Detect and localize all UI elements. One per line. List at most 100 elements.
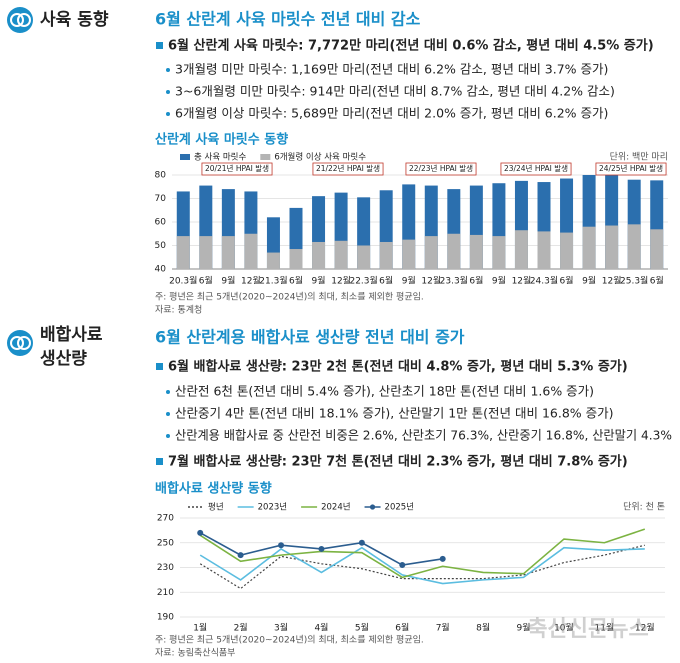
section-icon: [7, 7, 33, 33]
x-tick-label: 8월: [476, 622, 490, 634]
bar: [537, 231, 551, 269]
sub-text: 산란전 6천 톤(전년 대비 5.4% 증가), 산란초기 18만 톤(전년 대…: [175, 384, 594, 399]
bar: [402, 239, 416, 269]
sub-bullet: [166, 112, 170, 116]
line-marker: [399, 562, 406, 569]
x-tick-label: 4월: [314, 622, 328, 634]
legend-label: 2025년: [385, 502, 414, 513]
y-tick-label: 50: [155, 241, 167, 251]
x-tick-label: 9월: [402, 275, 416, 287]
x-tick-label: 6월: [650, 275, 664, 287]
x-tick-label: 25.3월: [620, 275, 648, 287]
line-marker: [197, 529, 204, 536]
section-title: 6월 산란계용 배합사료 생산량 전년 대비 증가: [155, 328, 465, 347]
legend-label: 6개월령 이상 사육 마릿수: [274, 152, 366, 163]
annotation-box: [595, 162, 667, 176]
sub-text: 산란중기 4만 톤(전년 대비 18.1% 증가), 산란말기 1만 톤(전년 …: [175, 406, 614, 421]
bullet-square: [156, 363, 163, 370]
x-tick-label: 24.3월: [530, 275, 558, 287]
bar: [650, 229, 664, 269]
legend-swatch: [180, 154, 190, 160]
sub-text: 3개월령 미만 마릿수: 1,169만 마리(전년 대비 6.2% 감소, 평년…: [175, 62, 608, 77]
section-heading: 생산량: [40, 349, 87, 369]
sub-text: 3~6개월령 미만 마릿수: 914만 마리(전년 대비 8.7% 감소, 평년…: [175, 84, 615, 99]
sub-bullet: [166, 412, 170, 416]
bar: [514, 230, 528, 269]
sub-text: 산란계용 배합사료 중 산란전 비중은 2.6%, 산란초기 76.3%, 산란…: [175, 428, 672, 443]
x-tick-label: 12월: [602, 275, 622, 287]
bar: [289, 249, 303, 269]
x-tick-label: 9월: [221, 275, 235, 287]
unit-label: 단위: 백만 마리: [610, 152, 668, 163]
y-tick-label: 80: [155, 171, 167, 181]
x-tick-label: 1월: [193, 622, 207, 634]
bar: [221, 236, 235, 269]
x-tick-label: 9월: [582, 275, 596, 287]
annotation: 24/25년 HPAI 발생: [599, 163, 663, 173]
x-tick-label: 6월: [395, 622, 409, 634]
x-tick-label: 6월: [289, 275, 303, 287]
section-heading: 배합사료: [40, 324, 103, 345]
watermark: 축산신문뉴스: [527, 617, 648, 642]
sub-bullet: [166, 90, 170, 94]
bar: [379, 241, 393, 269]
y-tick-label: 40: [155, 265, 167, 275]
x-tick-label: 6월: [560, 275, 574, 287]
sub-text: 6개월령 이상 마릿수: 5,689만 마리(전년 대비 2.0% 증가, 평년…: [175, 106, 608, 121]
bar: [312, 241, 326, 269]
line-marker: [278, 542, 285, 549]
bar: [560, 232, 574, 269]
bullet-square: [156, 458, 163, 465]
y-tick-label: 190: [157, 613, 174, 623]
legend-swatch: [260, 154, 271, 160]
bar: [244, 233, 258, 269]
x-tick-label: 3월: [274, 622, 288, 634]
annotation: 23/24년 HPAI 발생: [504, 163, 568, 173]
section-title: 6월 산란계 사육 마릿수 전년 대비 감소: [155, 10, 421, 29]
x-tick-label: 7월: [436, 622, 450, 634]
bar: [176, 236, 190, 269]
annotation: 20/21년 HPAI 발생: [205, 163, 269, 173]
bullet-text: 7월 배합사료 생산량: 23만 7천 톤(전년 대비 2.3% 증가, 평년 …: [168, 454, 628, 470]
line-marker: [439, 555, 446, 562]
annotation-box: [201, 162, 273, 176]
bullet-text: 6월 산란계 사육 마릿수: 7,772만 마리(전년 대비 0.6% 감소, …: [168, 38, 654, 54]
x-tick-label: 10월: [554, 622, 574, 634]
bar: [334, 240, 348, 269]
chart-source: 자료: 농림축산식품부: [155, 647, 235, 659]
x-tick-label: 2월: [234, 622, 248, 634]
chart-note: 주: 평년은 최근 5개년(2020~2024년)의 최대, 최소를 제외한 평…: [155, 634, 424, 646]
x-tick-label: 5월: [355, 622, 369, 634]
legend-label: 총 사육 마릿수: [194, 152, 247, 163]
bar: [424, 236, 438, 269]
x-tick-label: 20.3월: [169, 275, 197, 287]
chart-title: 배합사료 생산량 동향: [155, 481, 272, 497]
legend-marker: [369, 504, 376, 510]
x-tick-label: 12월: [421, 275, 441, 287]
line-marker: [237, 552, 244, 559]
annotation-box: [500, 162, 572, 176]
sub-bullet: [166, 390, 170, 394]
x-tick-label: 12월: [241, 275, 261, 287]
x-tick-label: 9월: [517, 622, 531, 634]
chart-source: 자료: 통계청: [155, 304, 202, 316]
section-icon: [7, 330, 33, 356]
unit-label: 단위: 천 톤: [623, 502, 665, 513]
y-tick-label: 270: [157, 514, 174, 524]
annotation: 21/22년 HPAI 발생: [316, 163, 380, 173]
x-tick-label: 12월: [331, 275, 351, 287]
line-series: [199, 544, 645, 590]
line-series: [199, 546, 645, 585]
sub-bullet: [166, 68, 170, 72]
legend-label: 평년: [208, 502, 224, 513]
x-tick-label: 12월: [512, 275, 532, 287]
line-marker: [358, 539, 365, 546]
x-tick-label: 9월: [312, 275, 326, 287]
x-tick-label: 9월: [492, 275, 506, 287]
annotation-box: [312, 162, 384, 176]
bar: [492, 236, 506, 269]
bullet-square: [156, 42, 163, 49]
bar: [357, 245, 371, 269]
annotation-box: [405, 162, 477, 176]
